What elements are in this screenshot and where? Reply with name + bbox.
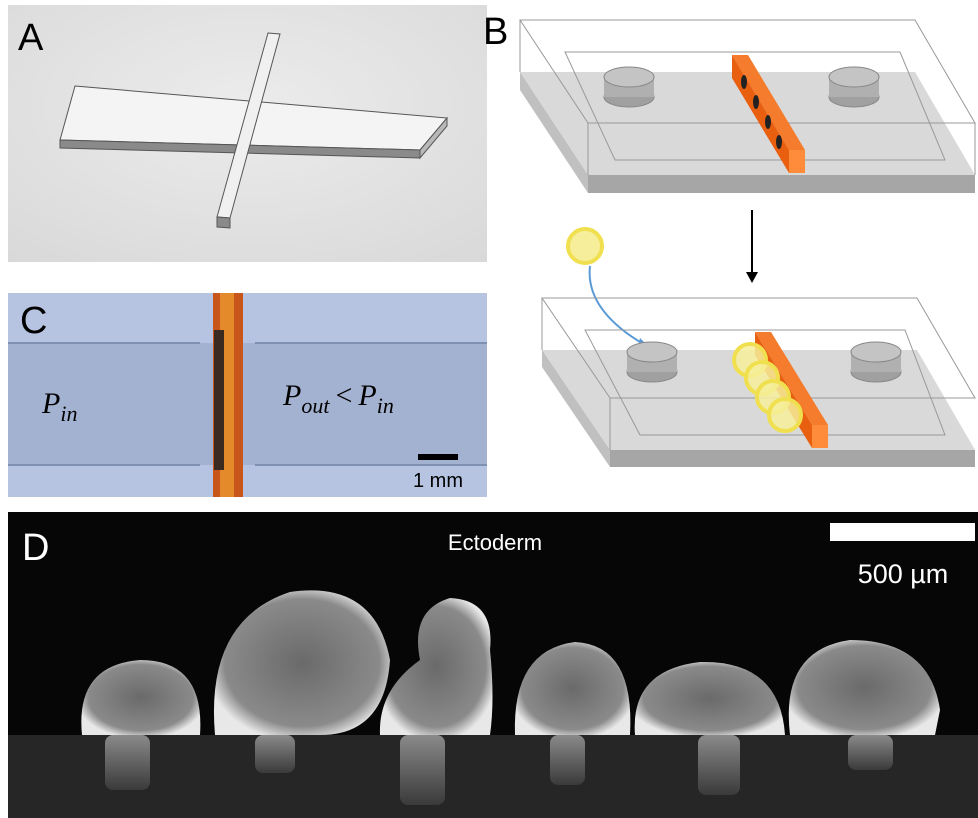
aggregate [769, 399, 801, 431]
pores [214, 330, 224, 470]
channel [8, 343, 487, 465]
substrate-side [610, 450, 975, 467]
membrane-front [812, 425, 828, 448]
substrate-side [588, 175, 975, 193]
scale-label: 1 mm [413, 470, 463, 492]
device-top [520, 20, 975, 193]
scale-bar [418, 454, 458, 460]
scale-label: 500 µm [858, 559, 949, 589]
panel-d: D Ectoderm 500 µm [8, 512, 978, 818]
symbol: P [282, 379, 301, 412]
aggregate [568, 229, 602, 263]
bar-end [217, 217, 230, 228]
relation: < [335, 379, 352, 412]
panel-label: C [20, 300, 47, 342]
reservoir [829, 67, 879, 87]
panel-a: A [8, 5, 487, 262]
pore [753, 95, 759, 109]
panel-label: A [18, 17, 44, 59]
membrane-front [789, 150, 805, 173]
panel-label: B [483, 11, 508, 53]
reservoir [604, 67, 654, 87]
panel-c: C Pin Pout<Pin 1 mm [8, 293, 487, 497]
panel-b: B [483, 11, 975, 467]
pore [741, 75, 747, 89]
substrate [8, 735, 978, 818]
post [848, 735, 893, 770]
post [698, 735, 740, 795]
reservoir [627, 342, 677, 362]
panel-label: D [22, 527, 49, 569]
flow-arrow [590, 266, 645, 345]
panel-title: Ectoderm [448, 530, 542, 555]
post [105, 735, 150, 790]
post [400, 735, 445, 805]
device-bottom [542, 298, 975, 467]
post [550, 735, 585, 785]
subscript: in [377, 393, 394, 418]
figure: A B [0, 0, 978, 818]
symbol: P [41, 387, 60, 420]
scale-bar [830, 523, 975, 541]
pore [765, 115, 771, 129]
post [255, 735, 295, 773]
subscript: in [60, 401, 77, 426]
reservoir [851, 342, 901, 362]
pore [776, 135, 782, 149]
arrow-head [746, 272, 758, 283]
symbol: P [357, 379, 376, 412]
subscript: out [301, 393, 330, 418]
